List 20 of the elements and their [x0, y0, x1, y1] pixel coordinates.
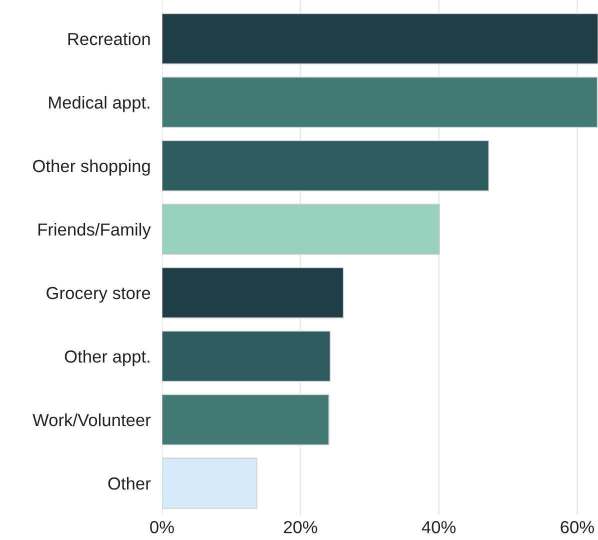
y-tick-label: Medical appt. [49, 96, 150, 112]
x-tick-label: 20% [284, 521, 318, 534]
bar [162, 267, 344, 318]
y-tick-label: Grocery store [46, 286, 150, 303]
bar [162, 394, 330, 446]
y-tick-label: Other appt. [64, 350, 150, 366]
y-tick-label: Other shopping [33, 159, 150, 176]
bar [162, 140, 490, 192]
x-tick-label: 40% [422, 521, 456, 534]
x-tick-label: 0% [150, 521, 174, 534]
y-tick-label: Other [108, 476, 151, 490]
bar [162, 204, 440, 255]
bar [162, 76, 598, 128]
bar [162, 13, 598, 64]
y-tick-label: Friends/Family [38, 222, 151, 240]
bar [162, 330, 331, 382]
y-tick-label: Work/Volunteer [32, 413, 151, 426]
bar [162, 458, 258, 509]
y-tick-label: Recreation [68, 32, 150, 46]
x-tick-label: 60% [560, 521, 594, 534]
